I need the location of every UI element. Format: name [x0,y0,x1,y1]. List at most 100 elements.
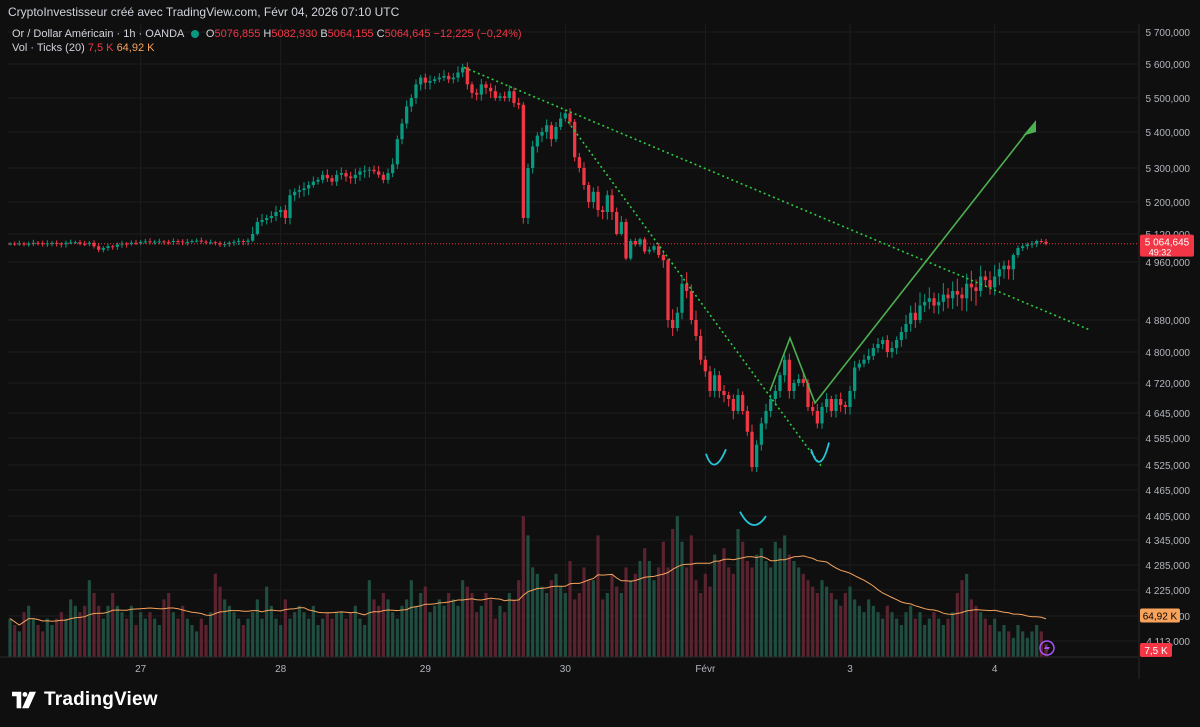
price-tick-label: 4 113,000 [1146,637,1190,648]
time-axis[interactable]: 27 28 29 30 Févr 3 4 [0,656,1138,675]
candle-body [223,244,227,246]
volume-bar [619,593,623,657]
volume-bar [148,612,152,657]
candle-body [843,405,847,407]
volume-bar [675,516,679,657]
volume-bar [13,625,17,657]
candle-body [232,241,236,243]
candle-body [1011,255,1015,270]
volume-bar [778,548,782,657]
candle-body [568,113,572,122]
volume-bar [69,599,73,657]
price-tick-label: 5 200,000 [1146,198,1191,209]
volume-bar [993,618,997,657]
volume-bar [297,605,301,657]
last-price-label: 5 064,645 [1145,238,1190,249]
candle-body [946,294,950,299]
volume-ma-value: 64,92 K [116,42,155,54]
volume-bar [129,605,133,657]
volume-bar [260,618,264,657]
candle-body [717,375,721,391]
volume-bar [386,599,390,657]
trend-arrow-head [1023,120,1036,136]
volume-bar [185,618,189,657]
candle-body [1044,241,1048,244]
candle-body [554,126,558,140]
volume-bar [493,618,497,657]
candle-body [302,188,306,191]
volume-bar [381,593,385,657]
volume-bar [157,625,161,657]
price-chart[interactable]: 5 700,000 5 600,000 5 500,000 5 400,000 5 30… [0,24,1200,679]
candle-body [241,241,245,242]
tradingview-logo[interactable]: TradingView [12,689,158,711]
volume-bar [73,605,77,657]
volume-bar [97,605,101,657]
candle-body [638,239,642,245]
candle-body [563,113,567,119]
volume-bar [559,586,563,657]
candle-body [400,123,404,140]
volume-bar [573,599,577,657]
candle-body [489,87,493,92]
candle-body [251,234,255,241]
candle-body [857,363,861,368]
candle-body [577,157,581,168]
volume-bar [1035,625,1039,657]
volume-bar [45,618,49,657]
volume-bar [764,561,768,657]
volume-ma-line [9,555,1047,626]
symbol-name[interactable]: Or / Dollar Américain · 1h · OANDA [12,28,184,40]
volume-bar [428,612,432,657]
candle-body [867,355,871,360]
volume-bar [890,612,894,657]
volume-bar [904,612,908,657]
volume-bar [167,593,171,657]
candle-body [825,399,829,407]
volume-indicator-name[interactable]: Vol · Ticks (20) [12,42,85,54]
candle-body [806,383,810,407]
open-label: O [205,28,215,40]
time-tick-label: 29 [420,664,432,675]
candle-body [414,84,418,98]
candle-body [139,241,143,244]
volume-bar [1011,637,1015,657]
candle-body [456,72,460,78]
candle-body [540,132,544,136]
volume-bar [857,605,861,657]
candle-body [899,332,903,340]
volume-bar [302,612,306,657]
price-tick-label: 4 285,000 [1146,561,1191,572]
volume-bar [750,567,754,657]
volume-bar [358,618,362,657]
candle-body [59,243,63,245]
candle-body [736,395,740,411]
open-value: 5076,855 [214,28,261,40]
volume-bar [111,593,115,657]
candle-body [615,212,619,234]
candle-body [115,244,119,247]
volume-bar [783,535,787,657]
volume-bar [960,580,964,657]
volume-bar [801,573,805,657]
price-axis[interactable]: 5 700,000 5 600,000 5 500,000 5 400,000 5 30… [1039,24,1194,679]
volume-bar [918,612,922,657]
volume-bar [531,567,535,657]
candle-body [545,125,549,132]
price-tick-label: 4 405,000 [1146,512,1191,523]
candle-body [783,359,787,376]
candle-body [335,174,339,182]
volume-bar [59,612,63,657]
volume-bar [773,541,777,657]
volume-bar [741,541,745,657]
volume-bar [316,625,320,657]
candle-body [829,399,833,411]
candle-body [1021,246,1025,248]
candle-body [1039,241,1043,242]
volume-bar [190,625,194,657]
volume-bar [1025,637,1029,657]
volume-bar [344,618,348,657]
candle-body [993,276,997,288]
volume-bar [582,567,586,657]
candle-body [260,220,264,222]
